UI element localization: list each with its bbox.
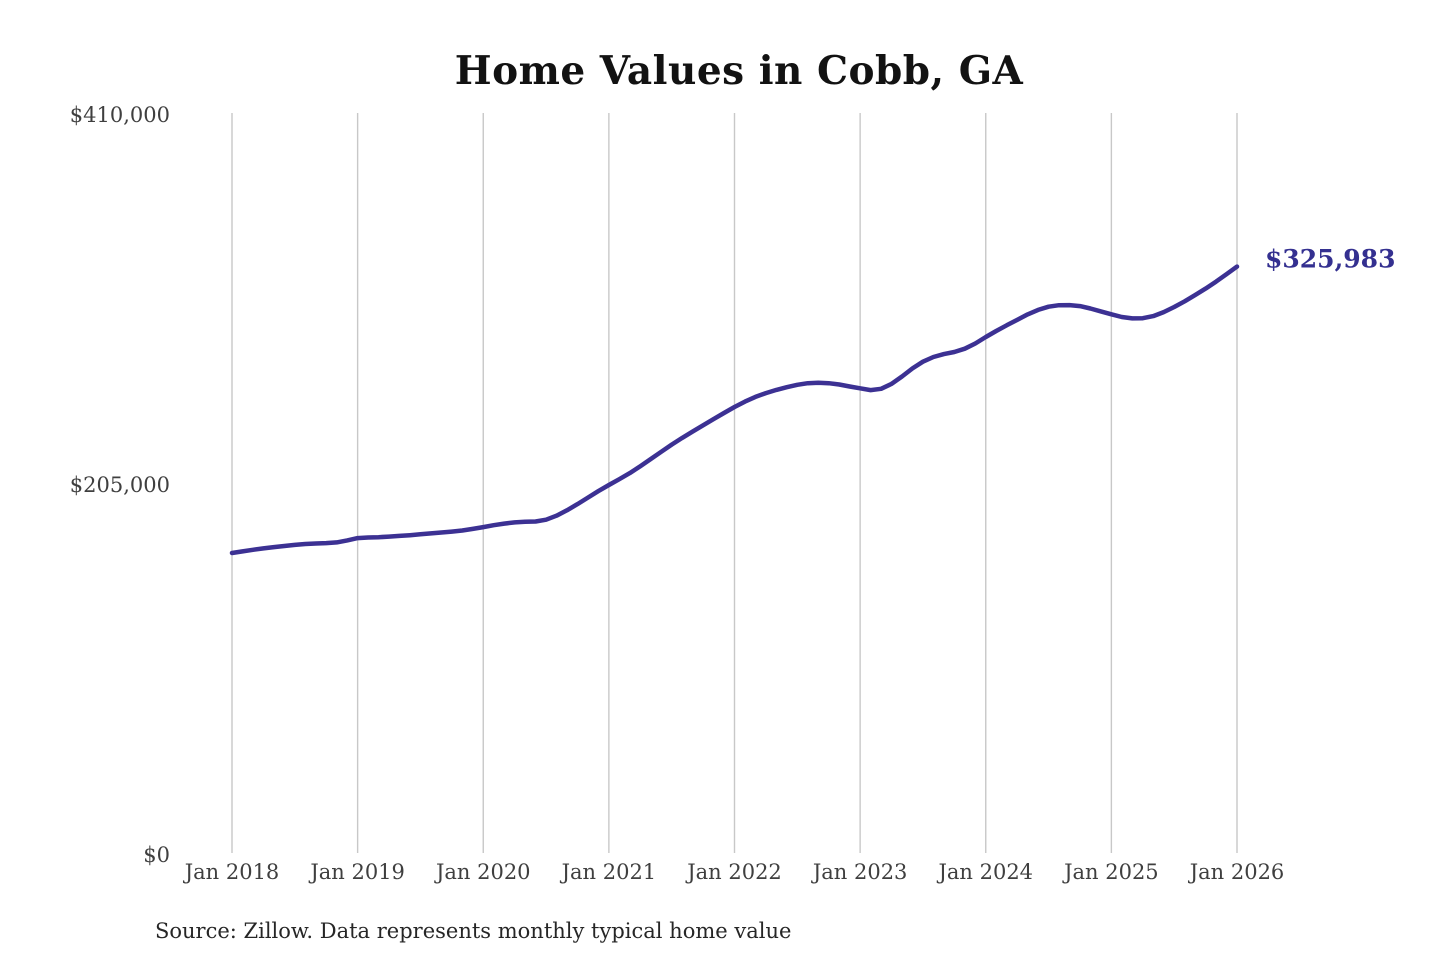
- end-value-label: $325,983: [1265, 245, 1395, 274]
- x-axis-tick-label: Jan 2024: [936, 860, 1033, 884]
- y-axis-tick-label: $0: [143, 843, 170, 867]
- x-axis-tick-label: Jan 2020: [434, 860, 531, 884]
- x-axis-tick-label: Jan 2026: [1188, 860, 1285, 884]
- x-axis-tick-label: Jan 2025: [1062, 860, 1159, 884]
- x-axis-tick-label: Jan 2023: [811, 860, 908, 884]
- x-axis-tick-label: Jan 2022: [685, 860, 782, 884]
- home-value-line-series: [229, 264, 1240, 556]
- y-axis-tick-label: $205,000: [70, 473, 170, 497]
- x-axis-labels: Jan 2018 Jan 2019 Jan 2020 Jan 2021 Jan 2022…: [183, 860, 1285, 884]
- x-axis-tick-label: Jan 2018: [183, 860, 280, 884]
- x-axis-tick-label: Jan 2019: [308, 860, 405, 884]
- source-note: Source: Zillow. Data represents monthly …: [155, 919, 791, 943]
- chart-title: Home Values in Cobb, GA: [455, 48, 1024, 94]
- x-axis-tick-label: Jan 2021: [560, 860, 657, 884]
- y-axis-tick-label: $410,000: [70, 103, 170, 127]
- gridlines: [231, 113, 1238, 853]
- y-axis-labels: $410,000 $205,000 $0: [70, 103, 170, 867]
